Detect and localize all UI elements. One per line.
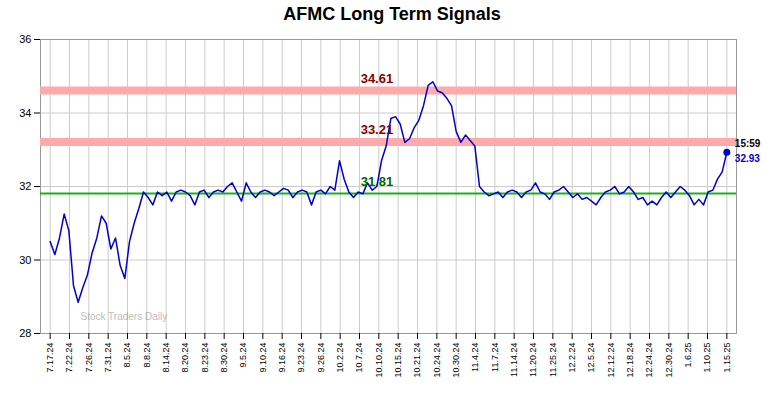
svg-text:11.4.24: 11.4.24 xyxy=(470,343,480,372)
svg-text:8.8.24: 8.8.24 xyxy=(142,343,152,368)
svg-text:10.2.24: 10.2.24 xyxy=(335,343,345,373)
svg-text:7.26.24: 7.26.24 xyxy=(84,343,94,373)
svg-text:8.20.24: 8.20.24 xyxy=(180,343,190,373)
svg-text:9.10.24: 9.10.24 xyxy=(258,343,268,373)
svg-text:12.5.24: 12.5.24 xyxy=(586,343,596,373)
svg-text:34: 34 xyxy=(19,107,31,119)
svg-text:34.61: 34.61 xyxy=(361,71,394,86)
svg-text:11.14.24: 11.14.24 xyxy=(509,343,519,377)
svg-text:1.6.25: 1.6.25 xyxy=(683,343,693,368)
svg-text:8.14.24: 8.14.24 xyxy=(161,343,171,373)
svg-text:9.5.24: 9.5.24 xyxy=(238,343,248,368)
svg-text:8.5.24: 8.5.24 xyxy=(122,343,132,368)
svg-text:11.20.24: 11.20.24 xyxy=(528,343,538,377)
svg-text:7.31.24: 7.31.24 xyxy=(103,343,113,373)
svg-text:10.10.24: 10.10.24 xyxy=(374,343,384,378)
svg-text:11.25.24: 11.25.24 xyxy=(548,343,558,377)
svg-text:30: 30 xyxy=(19,254,31,266)
svg-text:9.26.24: 9.26.24 xyxy=(316,343,326,373)
svg-text:31.81: 31.81 xyxy=(361,174,394,189)
svg-text:10.21.24: 10.21.24 xyxy=(412,343,422,378)
svg-text:32.93: 32.93 xyxy=(735,153,760,164)
svg-text:8.23.24: 8.23.24 xyxy=(200,343,210,373)
svg-text:1.10.25: 1.10.25 xyxy=(702,343,712,373)
svg-text:33.21: 33.21 xyxy=(361,122,394,137)
html-text:AFMC Long Term Signals: AFMC Long Term Signals xyxy=(283,4,501,24)
svg-text:9.16.24: 9.16.24 xyxy=(277,343,287,373)
svg-text:11.7.24: 11.7.24 xyxy=(490,343,500,372)
svg-text:12.2.24: 12.2.24 xyxy=(567,343,577,373)
svg-text:12.30.24: 12.30.24 xyxy=(664,343,674,378)
svg-text:1.15.25: 1.15.25 xyxy=(722,343,732,373)
svg-text:12.24.24: 12.24.24 xyxy=(644,343,654,378)
svg-text:8.30.24: 8.30.24 xyxy=(219,343,229,373)
svg-text:15:59: 15:59 xyxy=(735,138,761,149)
svg-text:10.24.24: 10.24.24 xyxy=(432,343,442,378)
svg-text:9.23.24: 9.23.24 xyxy=(296,343,306,373)
svg-text:10.30.24: 10.30.24 xyxy=(451,343,461,378)
svg-text:36: 36 xyxy=(19,33,31,45)
svg-text:10.7.24: 10.7.24 xyxy=(354,343,364,373)
svg-text:12.18.24: 12.18.24 xyxy=(625,343,635,378)
svg-text:Stock Traders Daily: Stock Traders Daily xyxy=(81,311,168,322)
svg-text:10.15.24: 10.15.24 xyxy=(393,343,403,378)
svg-text:7.22.24: 7.22.24 xyxy=(64,343,74,373)
svg-text:28: 28 xyxy=(19,327,31,339)
svg-text:7.17.24: 7.17.24 xyxy=(45,343,55,373)
svg-text:12.12.24: 12.12.24 xyxy=(606,343,616,378)
svg-text:32: 32 xyxy=(19,180,31,192)
